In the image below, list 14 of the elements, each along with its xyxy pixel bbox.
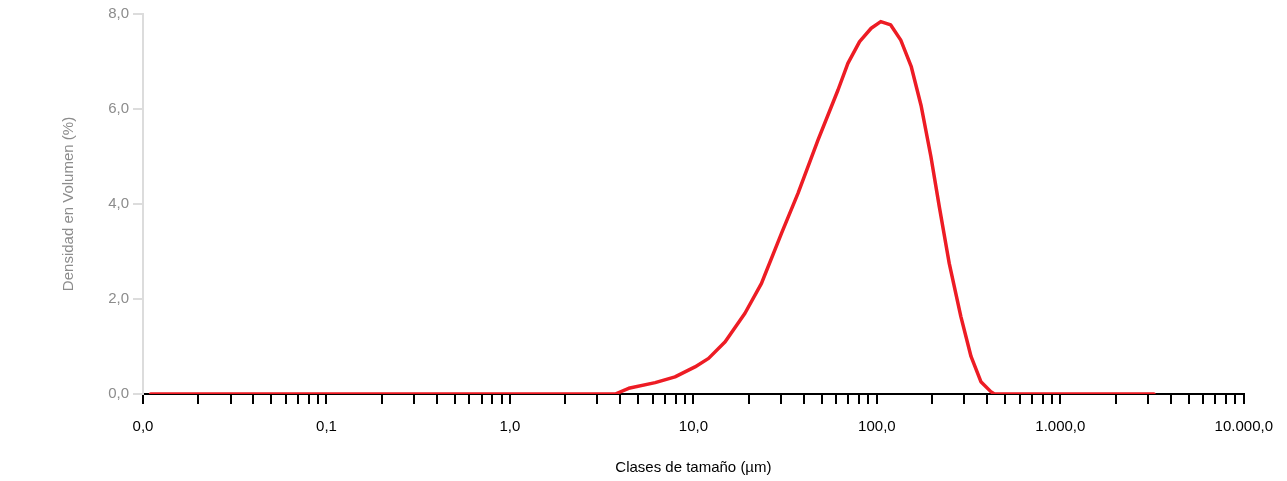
y-axis-title: Densidad en Volumen (%) [59,116,77,292]
x-tick-label: 1.000,0 [1035,417,1086,435]
y-tick-label: 0,0 [108,384,129,402]
y-tick-label: 2,0 [108,289,129,307]
x-tick-label: 0,0 [132,417,154,435]
x-tick-label: 0,1 [316,417,337,435]
y-tick-label: 8,0 [108,4,129,22]
y-tick-label: 6,0 [108,99,129,117]
x-tick-label: 10,0 [678,417,708,435]
x-tick-label: 10.000,0 [1214,417,1273,435]
x-tick-label: 1,0 [499,417,521,435]
x-axis-title: Clases de tamaño (µm) [615,458,772,476]
y-tick-label: 4,0 [108,194,129,212]
x-tick-label: 100,0 [858,417,896,435]
